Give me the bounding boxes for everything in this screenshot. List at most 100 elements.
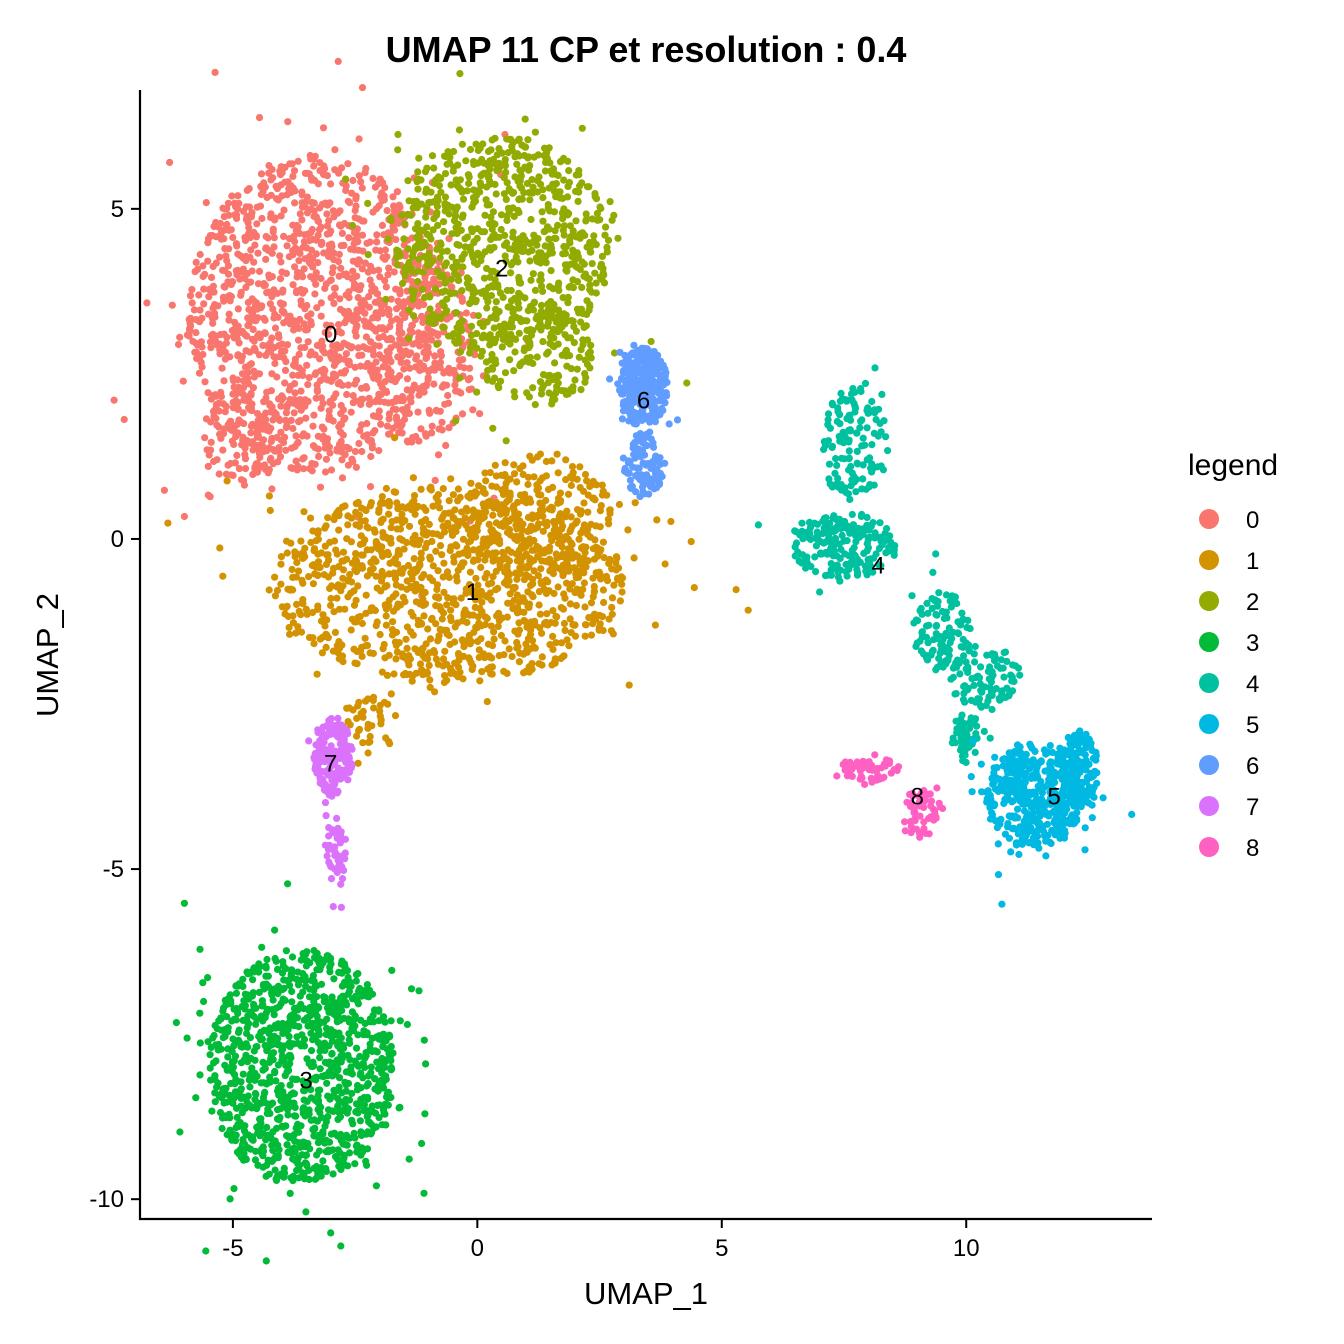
data-point (414, 385, 423, 393)
data-point (525, 603, 533, 612)
data-point (323, 1079, 331, 1087)
data-point (561, 331, 569, 339)
data-point (266, 456, 274, 464)
data-point (341, 502, 349, 510)
data-point (546, 159, 554, 167)
data-point (584, 508, 592, 516)
data-point (327, 416, 335, 424)
data-point (317, 223, 325, 231)
data-point (286, 1081, 294, 1089)
data-point (499, 293, 507, 301)
data-point (363, 641, 372, 650)
data-point (225, 310, 233, 318)
data-point (530, 567, 538, 575)
data-point (542, 259, 550, 267)
data-point (299, 243, 307, 251)
data-point (392, 590, 400, 598)
data-point (335, 379, 344, 387)
data-point (456, 362, 464, 370)
data-point (600, 598, 608, 607)
data-point (494, 622, 502, 631)
data-point (366, 1045, 374, 1053)
data-point (602, 223, 610, 231)
data-point (282, 947, 290, 955)
data-point (396, 203, 404, 211)
data-point (339, 566, 348, 574)
data-point (357, 384, 366, 392)
data-point (244, 322, 252, 330)
data-point (244, 219, 252, 227)
data-point (257, 170, 266, 178)
data-point (359, 247, 367, 255)
data-point (251, 463, 259, 471)
data-point (233, 1077, 241, 1085)
data-point (351, 206, 359, 215)
data-point (272, 1176, 281, 1184)
data-point (243, 212, 251, 221)
data-point (538, 653, 546, 661)
data-point (338, 456, 346, 464)
data-point (470, 199, 478, 207)
data-point (545, 225, 553, 233)
data-point (355, 511, 364, 519)
data-point (275, 1091, 283, 1099)
data-point (261, 461, 269, 469)
data-point (498, 614, 506, 622)
data-point (599, 586, 608, 594)
data-point (337, 587, 345, 595)
data-point (452, 339, 460, 347)
data-point (524, 473, 533, 481)
data-point (528, 246, 536, 254)
data-point (580, 579, 589, 587)
data-point (541, 546, 550, 554)
data-point (264, 467, 272, 475)
data-point (256, 202, 265, 210)
data-point (488, 377, 497, 385)
data-point (211, 332, 220, 340)
data-point (258, 214, 266, 223)
cluster-2-points (342, 70, 691, 445)
data-point (463, 274, 471, 282)
data-point (418, 588, 426, 596)
data-point (392, 236, 400, 244)
data-point (426, 574, 434, 582)
data-point (418, 285, 427, 293)
data-point (380, 231, 388, 239)
data-point (370, 704, 378, 712)
data-point (393, 188, 401, 196)
data-point (529, 384, 537, 392)
data-point (441, 279, 449, 287)
data-point (407, 349, 415, 357)
data-point (513, 478, 521, 486)
data-point (387, 317, 396, 325)
data-point (210, 457, 218, 466)
data-point (446, 664, 455, 673)
data-point (377, 577, 386, 585)
data-point (583, 477, 591, 485)
data-point (293, 558, 301, 567)
data-point (366, 276, 374, 284)
data-point (266, 400, 274, 408)
data-point (433, 530, 441, 538)
data-point (337, 410, 345, 418)
data-point (455, 550, 463, 558)
data-point (422, 1060, 430, 1068)
data-point (535, 601, 543, 609)
data-point (527, 626, 535, 634)
data-point (390, 268, 398, 276)
data-point (526, 326, 535, 334)
data-point (327, 180, 335, 188)
data-point (456, 518, 465, 526)
data-point (383, 422, 392, 430)
data-point (606, 506, 614, 514)
data-point (294, 336, 303, 344)
data-point (559, 561, 567, 569)
data-point (394, 602, 402, 610)
data-point (513, 525, 521, 533)
data-point (196, 945, 204, 953)
data-point (432, 593, 440, 601)
data-point (317, 274, 325, 283)
data-point (426, 305, 434, 313)
data-point (262, 351, 270, 359)
data-point (521, 617, 529, 626)
